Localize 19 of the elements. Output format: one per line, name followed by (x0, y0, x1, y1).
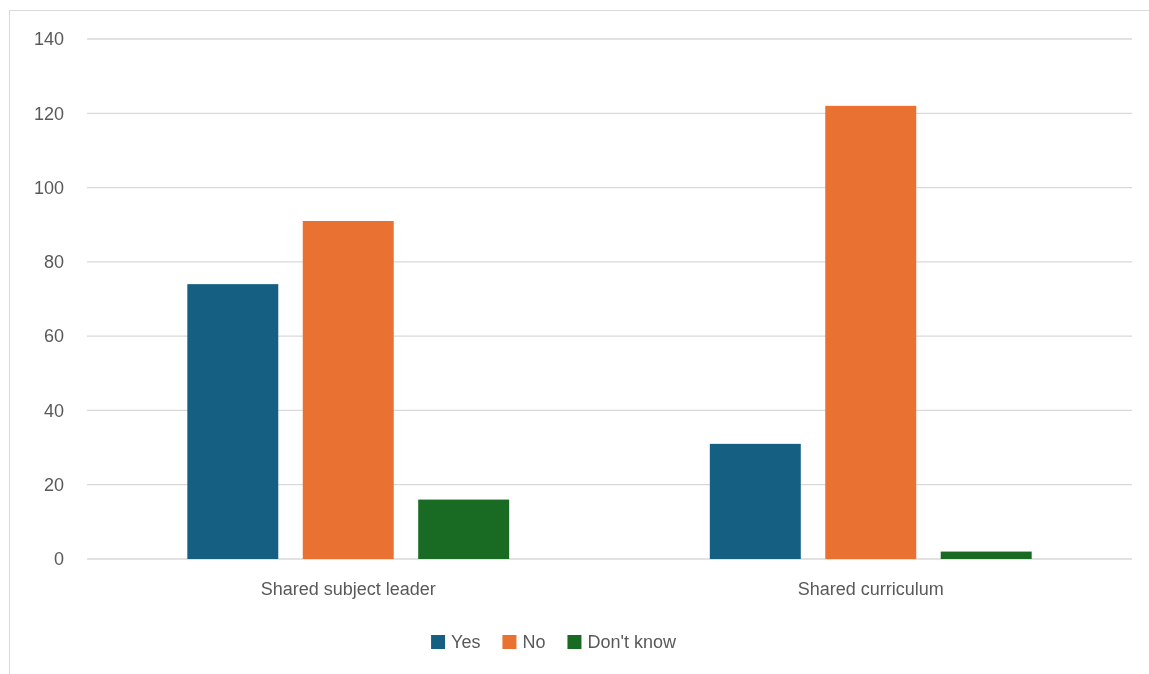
bar (825, 105, 917, 559)
bar (187, 284, 279, 559)
legend-label: No (522, 632, 546, 653)
x-tick-label: Shared subject leader (260, 579, 436, 600)
bar (940, 551, 1032, 559)
y-tick-label: 80 (43, 252, 64, 273)
y-tick-label: 140 (33, 29, 64, 50)
y-tick-label: 120 (33, 103, 64, 124)
legend-label: Yes (451, 632, 481, 653)
y-tick-label: 0 (53, 549, 64, 570)
bar (302, 221, 394, 559)
x-tick-label: Shared curriculum (797, 579, 944, 600)
y-tick-label: 60 (43, 326, 64, 347)
legend-label: Don't know (587, 632, 677, 653)
bar (709, 443, 801, 559)
y-tick-label: 20 (43, 475, 64, 496)
y-tick-label: 40 (43, 400, 64, 421)
y-tick-label: 100 (33, 177, 64, 198)
bar (418, 499, 510, 559)
